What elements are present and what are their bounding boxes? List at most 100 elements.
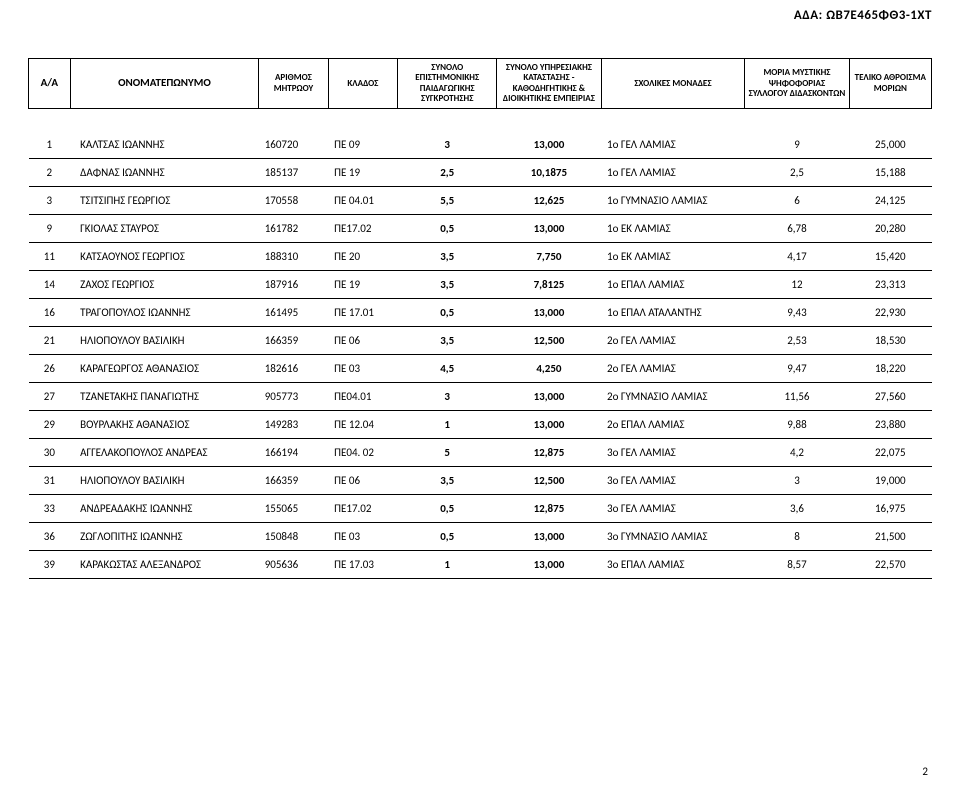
- cell-klados: ΠΕ 17.03: [328, 551, 397, 579]
- cell-school: 2ο ΕΠΑΛ ΛΑΜΙΑΣ: [601, 411, 745, 439]
- cell-total: 25,000: [849, 131, 931, 159]
- cell-moria: 11,56: [745, 383, 849, 411]
- cell-aa: 14: [29, 271, 71, 299]
- cell-name: ΗΛΙΟΠΟΥΛΟΥ ΒΑΣΙΛΙΚΗ: [70, 327, 259, 355]
- cell-name: ΤΣΙΤΣΙΠΗΣ ΓΕΩΡΓΙΟΣ: [70, 187, 259, 215]
- cell-syn2: 13,000: [497, 551, 601, 579]
- cell-syn1: 2,5: [398, 159, 497, 187]
- table-row: 26ΚΑΡΑΓΕΩΡΓΟΣ ΑΘΑΝΑΣΙΟΣ182616ΠΕ 034,54,2…: [29, 355, 932, 383]
- table-row: 27ΤΖΑΝΕΤΑΚΗΣ ΠΑΝΑΓΙΩΤΗΣ905773ΠΕ04.01313,…: [29, 383, 932, 411]
- cell-syn2: 12,625: [497, 187, 601, 215]
- cell-aa: 29: [29, 411, 71, 439]
- cell-reg: 185137: [259, 159, 328, 187]
- cell-syn2: 13,000: [497, 411, 601, 439]
- cell-aa: 21: [29, 327, 71, 355]
- cell-klados: ΠΕ 17.01: [328, 299, 397, 327]
- cell-moria: 6: [745, 187, 849, 215]
- cell-name: ΔΑΦΝΑΣ ΙΩΑΝΝΗΣ: [70, 159, 259, 187]
- col-school: ΣΧΟΛΙΚΕΣ ΜΟΝΑΔΕΣ: [601, 59, 745, 109]
- cell-total: 20,280: [849, 215, 931, 243]
- cell-moria: 9,47: [745, 355, 849, 383]
- table-row: 31ΗΛΙΟΠΟΥΛΟΥ ΒΑΣΙΛΙΚΗ166359ΠΕ 063,512,50…: [29, 467, 932, 495]
- cell-moria: 8,57: [745, 551, 849, 579]
- col-syn1: ΣΥΝΟΛΟ ΕΠΙΣΤΗΜΟΝΙΚΗΣ ΠΑΙΔΑΓΩΓΙΚΗΣ ΣΥΓΚΡΟ…: [398, 59, 497, 109]
- cell-syn1: 0,5: [398, 523, 497, 551]
- table-row: 29ΒΟΥΡΛΑΚΗΣ ΑΘΑΝΑΣΙΟΣ149283ΠΕ 12.04113,0…: [29, 411, 932, 439]
- cell-total: 15,188: [849, 159, 931, 187]
- document-id: ΑΔΑ: ΩΒ7Ε465ΦΘ3-1ΧΤ: [794, 8, 932, 23]
- cell-klados: ΠΕ 04.01: [328, 187, 397, 215]
- cell-total: 27,560: [849, 383, 931, 411]
- cell-aa: 36: [29, 523, 71, 551]
- cell-syn1: 1: [398, 551, 497, 579]
- table-row: 39ΚΑΡΑΚΩΣΤΑΣ ΑΛΕΞΑΝΔΡΟΣ905636ΠΕ 17.03113…: [29, 551, 932, 579]
- cell-school: 2ο ΓΥΜΝΑΣΙΟ ΛΑΜΙΑΣ: [601, 383, 745, 411]
- cell-syn1: 3,5: [398, 467, 497, 495]
- cell-school: 3ο ΓΕΛ ΛΑΜΙΑΣ: [601, 439, 745, 467]
- cell-reg: 150848: [259, 523, 328, 551]
- col-aa: Α/Α: [29, 59, 71, 109]
- table-header-row: Α/Α ΟΝΟΜΑΤΕΠΩΝΥΜΟ ΑΡΙΘΜΟΣ ΜΗΤΡΩΟΥ ΚΛΑΔΟΣ…: [29, 59, 932, 109]
- cell-syn1: 1: [398, 411, 497, 439]
- cell-syn2: 7,8125: [497, 271, 601, 299]
- cell-syn1: 0,5: [398, 299, 497, 327]
- cell-name: ΓΚΙΟΛΑΣ ΣΤΑΥΡΟΣ: [70, 215, 259, 243]
- cell-syn2: 12,875: [497, 495, 601, 523]
- cell-name: ΚΑΡΑΚΩΣΤΑΣ ΑΛΕΞΑΝΔΡΟΣ: [70, 551, 259, 579]
- cell-name: ΒΟΥΡΛΑΚΗΣ ΑΘΑΝΑΣΙΟΣ: [70, 411, 259, 439]
- cell-name: ΗΛΙΟΠΟΥΛΟΥ ΒΑΣΙΛΙΚΗ: [70, 467, 259, 495]
- cell-reg: 166359: [259, 467, 328, 495]
- cell-aa: 27: [29, 383, 71, 411]
- cell-school: 1ο ΕΚ ΛΑΜΙΑΣ: [601, 215, 745, 243]
- col-total: ΤΕΛΙΚΟ ΑΘΡΟΙΣΜΑ ΜΟΡΙΩΝ: [849, 59, 931, 109]
- cell-name: ΤΡΑΓΟΠΟΥΛΟΣ ΙΩΑΝΝΗΣ: [70, 299, 259, 327]
- cell-klados: ΠΕ 20: [328, 243, 397, 271]
- cell-total: 22,075: [849, 439, 931, 467]
- cell-total: 16,975: [849, 495, 931, 523]
- cell-klados: ΠΕ04.01: [328, 383, 397, 411]
- table-row: 36ΖΩΓΛΟΠΙΤΗΣ ΙΩΑΝΝΗΣ150848ΠΕ 030,513,000…: [29, 523, 932, 551]
- cell-syn2: 7,750: [497, 243, 601, 271]
- cell-klados: ΠΕ 06: [328, 327, 397, 355]
- cell-moria: 3: [745, 467, 849, 495]
- cell-reg: 161495: [259, 299, 328, 327]
- cell-school: 3ο ΓΥΜΝΑΣΙΟ ΛΑΜΙΑΣ: [601, 523, 745, 551]
- cell-reg: 166359: [259, 327, 328, 355]
- page-number: 2: [922, 765, 928, 778]
- cell-school: 1ο ΓΕΛ ΛΑΜΙΑΣ: [601, 131, 745, 159]
- cell-syn1: 3: [398, 131, 497, 159]
- cell-name: ΚΑΡΑΓΕΩΡΓΟΣ ΑΘΑΝΑΣΙΟΣ: [70, 355, 259, 383]
- cell-school: 1ο ΓΕΛ ΛΑΜΙΑΣ: [601, 159, 745, 187]
- cell-syn2: 10,1875: [497, 159, 601, 187]
- cell-moria: 12: [745, 271, 849, 299]
- table-row: 21ΗΛΙΟΠΟΥΛΟΥ ΒΑΣΙΛΙΚΗ166359ΠΕ 063,512,50…: [29, 327, 932, 355]
- cell-total: 18,220: [849, 355, 931, 383]
- cell-klados: ΠΕ17.02: [328, 215, 397, 243]
- cell-syn1: 5: [398, 439, 497, 467]
- cell-name: ΖΑΧΟΣ ΓΕΩΡΓΙΟΣ: [70, 271, 259, 299]
- cell-aa: 16: [29, 299, 71, 327]
- cell-klados: ΠΕ04. 02: [328, 439, 397, 467]
- cell-klados: ΠΕ 19: [328, 159, 397, 187]
- cell-reg: 905636: [259, 551, 328, 579]
- table-row: 3ΤΣΙΤΣΙΠΗΣ ΓΕΩΡΓΙΟΣ170558ΠΕ 04.015,512,6…: [29, 187, 932, 215]
- cell-school: 1ο ΕΠΑΛ ΑΤΑΛΑΝΤΗΣ: [601, 299, 745, 327]
- cell-moria: 9,88: [745, 411, 849, 439]
- cell-reg: 155065: [259, 495, 328, 523]
- data-table: Α/Α ΟΝΟΜΑΤΕΠΩΝΥΜΟ ΑΡΙΘΜΟΣ ΜΗΤΡΩΟΥ ΚΛΑΔΟΣ…: [28, 58, 932, 579]
- cell-aa: 39: [29, 551, 71, 579]
- cell-klados: ΠΕ 09: [328, 131, 397, 159]
- cell-reg: 149283: [259, 411, 328, 439]
- cell-moria: 8: [745, 523, 849, 551]
- cell-school: 1ο ΕΠΑΛ ΛΑΜΙΑΣ: [601, 271, 745, 299]
- cell-total: 19,000: [849, 467, 931, 495]
- cell-name: ΑΝΔΡΕΑΔΑΚΗΣ ΙΩΑΝΝΗΣ: [70, 495, 259, 523]
- cell-syn2: 13,000: [497, 215, 601, 243]
- cell-reg: 161782: [259, 215, 328, 243]
- col-syn2: ΣΥΝΟΛΟ ΥΠΗΡΕΣΙΑΚΗΣ ΚΑΤΑΣΤΑΣΗΣ - ΚΑΘΟΔΗΓΗ…: [497, 59, 601, 109]
- cell-syn1: 3,5: [398, 271, 497, 299]
- page-content: Α/Α ΟΝΟΜΑΤΕΠΩΝΥΜΟ ΑΡΙΘΜΟΣ ΜΗΤΡΩΟΥ ΚΛΑΔΟΣ…: [0, 0, 960, 579]
- cell-syn1: 3,5: [398, 243, 497, 271]
- cell-syn2: 12,500: [497, 467, 601, 495]
- cell-total: 23,880: [849, 411, 931, 439]
